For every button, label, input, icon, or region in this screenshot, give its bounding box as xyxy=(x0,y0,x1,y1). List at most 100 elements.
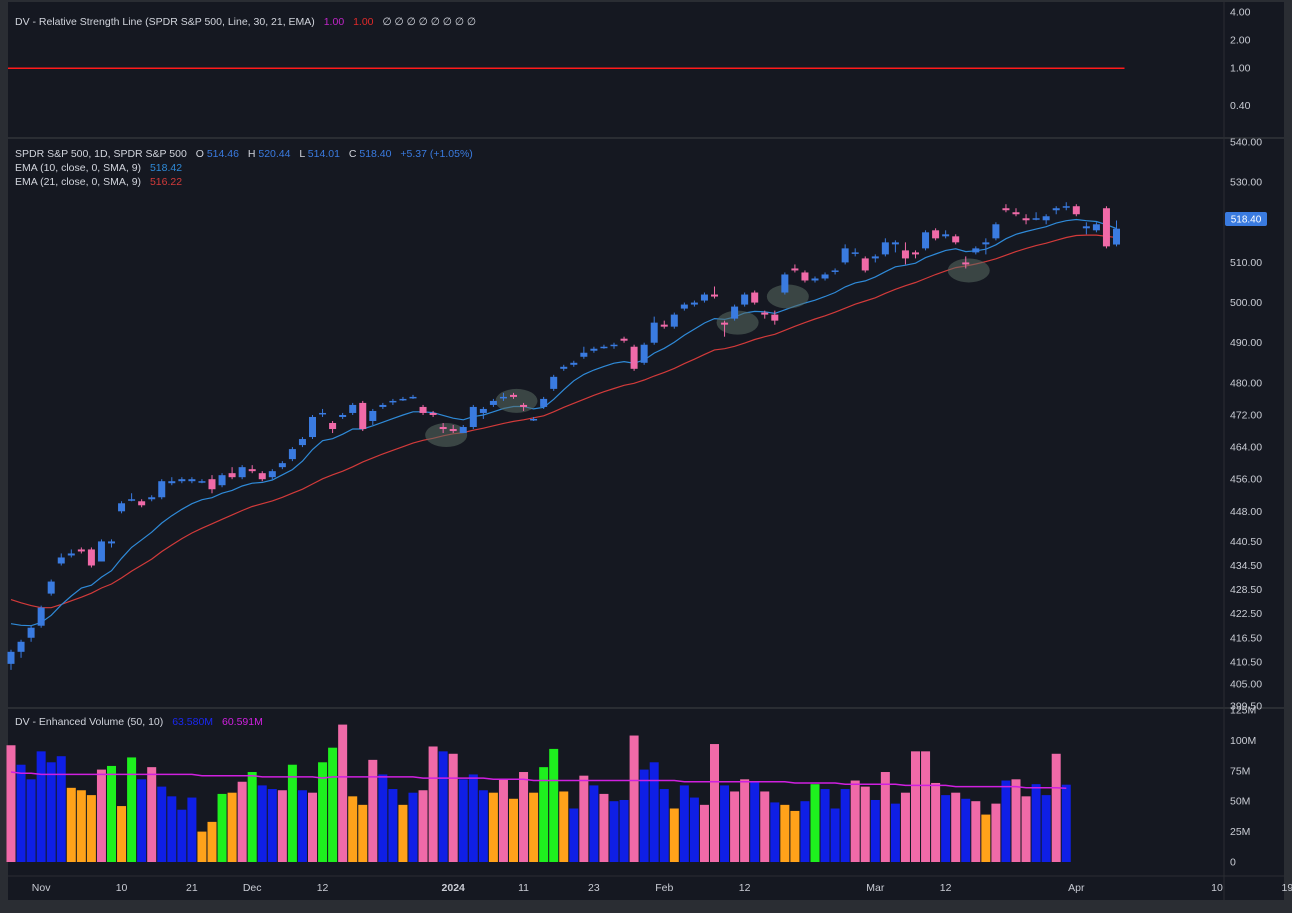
volume-bar[interactable] xyxy=(197,831,207,862)
candle[interactable] xyxy=(499,392,507,401)
volume-bar[interactable] xyxy=(1011,779,1021,862)
candle[interactable] xyxy=(932,228,940,241)
candle[interactable] xyxy=(761,310,769,319)
candle[interactable] xyxy=(1012,208,1020,217)
volume-bar[interactable] xyxy=(247,772,257,862)
volume-bar[interactable] xyxy=(559,791,569,862)
candle[interactable] xyxy=(108,539,115,548)
volume-bar[interactable] xyxy=(297,790,307,862)
volume-bar[interactable] xyxy=(579,775,589,862)
candle[interactable] xyxy=(118,501,126,514)
volume-bar[interactable] xyxy=(800,801,810,862)
last-price-tag[interactable] xyxy=(1225,212,1267,226)
candle[interactable] xyxy=(1062,202,1070,211)
candle[interactable] xyxy=(711,286,718,299)
volume-bar[interactable] xyxy=(669,808,679,862)
candle[interactable] xyxy=(610,342,618,349)
volume-legend[interactable]: DV - Enhanced Volume (50, 10) 63.580M 60… xyxy=(15,716,263,728)
ema21-legend[interactable]: EMA (21, close, 0, SMA, 9) 516.22 xyxy=(15,176,182,188)
volume-bar[interactable] xyxy=(117,806,127,862)
volume-bar[interactable] xyxy=(710,744,719,862)
volume-bar[interactable] xyxy=(549,748,559,862)
candle[interactable] xyxy=(1022,214,1030,225)
volume-bar[interactable] xyxy=(348,796,358,862)
candle[interactable] xyxy=(198,479,206,484)
candle[interactable] xyxy=(771,310,779,325)
volume-bar[interactable] xyxy=(328,747,338,862)
price-legend[interactable]: SPDR S&P 500, 1D, SPDR S&P 500 O 514.46 … xyxy=(15,148,473,160)
volume-bar[interactable] xyxy=(16,764,26,862)
candle[interactable] xyxy=(1072,204,1080,217)
candle[interactable] xyxy=(510,392,517,399)
candle[interactable] xyxy=(349,402,357,415)
volume-bar[interactable] xyxy=(599,793,609,862)
candle[interactable] xyxy=(540,396,548,409)
volume-bar[interactable] xyxy=(659,789,669,862)
volume-bar[interactable] xyxy=(66,787,76,862)
volume-bar[interactable] xyxy=(277,790,287,862)
volume-bar[interactable] xyxy=(26,779,36,862)
volume-bar[interactable] xyxy=(147,767,157,862)
candle[interactable] xyxy=(409,394,417,399)
volume-bar[interactable] xyxy=(177,809,187,862)
candle[interactable] xyxy=(158,479,166,500)
volume-bar[interactable] xyxy=(589,785,599,862)
volume-bar[interactable] xyxy=(900,792,910,862)
candle[interactable] xyxy=(7,649,15,670)
candle[interactable] xyxy=(731,304,739,321)
volume-bar[interactable] xyxy=(167,796,177,862)
volume-bar[interactable] xyxy=(529,792,539,862)
candle[interactable] xyxy=(670,312,678,329)
candle[interactable] xyxy=(861,256,869,273)
volume-bar[interactable] xyxy=(267,789,277,862)
volume-bar[interactable] xyxy=(911,751,920,862)
candle[interactable] xyxy=(680,302,688,311)
volume-bar[interactable] xyxy=(870,799,880,862)
candle[interactable] xyxy=(630,344,638,371)
volume-bar[interactable] xyxy=(498,779,508,862)
candle[interactable] xyxy=(650,316,658,345)
volume-bar[interactable] xyxy=(619,799,629,862)
volume-bar[interactable] xyxy=(478,790,488,862)
candle[interactable] xyxy=(700,292,708,303)
volume-bar[interactable] xyxy=(830,808,840,862)
volume-bar[interactable] xyxy=(750,781,760,862)
candle[interactable] xyxy=(238,465,246,480)
candle[interactable] xyxy=(319,408,327,417)
volume-bar[interactable] xyxy=(971,801,981,862)
volume-bar[interactable] xyxy=(46,762,56,862)
candle[interactable] xyxy=(479,406,487,419)
volume-bar[interactable] xyxy=(921,751,931,862)
pullback-marker[interactable] xyxy=(495,388,538,413)
volume-bar[interactable] xyxy=(488,792,498,862)
candle[interactable] xyxy=(1052,206,1060,215)
volume-average-line[interactable] xyxy=(10,771,1067,790)
volume-bar[interactable] xyxy=(1001,780,1011,862)
volume-bar[interactable] xyxy=(1031,784,1041,862)
candle[interactable] xyxy=(962,256,970,269)
candle[interactable] xyxy=(379,402,387,409)
candle[interactable] xyxy=(1082,222,1090,235)
rs-legend[interactable]: DV - Relative Strength Line (SPDR S&P 50… xyxy=(15,16,476,28)
candle[interactable] xyxy=(560,364,568,371)
volume-bar[interactable] xyxy=(358,804,368,862)
candle[interactable] xyxy=(228,467,236,480)
volume-bar[interactable] xyxy=(820,789,830,862)
volume-bar[interactable] xyxy=(1041,795,1051,862)
volume-bar[interactable] xyxy=(509,798,518,862)
volume-bar[interactable] xyxy=(428,746,438,862)
candle[interactable] xyxy=(248,465,256,474)
volume-bar[interactable] xyxy=(76,790,86,862)
volume-bar[interactable] xyxy=(569,808,579,862)
volume-bar[interactable] xyxy=(308,792,317,862)
volume-bar[interactable] xyxy=(398,804,408,862)
volume-bar[interactable] xyxy=(318,762,328,862)
candle[interactable] xyxy=(570,360,578,367)
pullback-marker[interactable] xyxy=(716,310,759,335)
candle[interactable] xyxy=(891,240,899,253)
candle[interactable] xyxy=(67,549,75,558)
candle[interactable] xyxy=(268,469,276,480)
candle[interactable] xyxy=(1092,222,1100,233)
volume-bar[interactable] xyxy=(438,751,448,862)
candle[interactable] xyxy=(208,475,216,494)
